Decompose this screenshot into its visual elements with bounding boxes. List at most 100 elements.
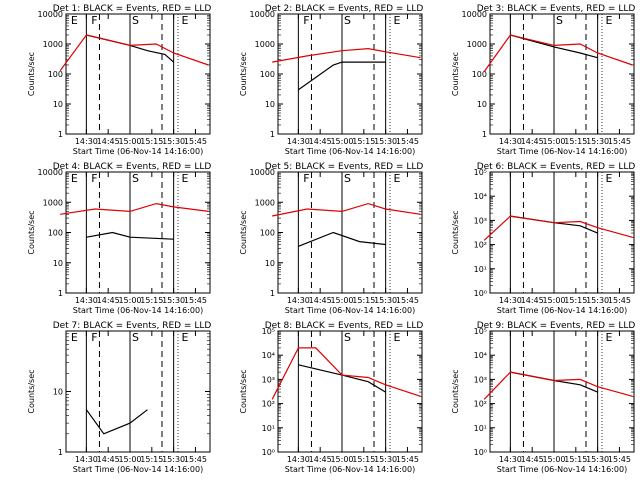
region-label: E	[181, 14, 188, 27]
region-label: E	[393, 331, 400, 344]
y-tick-label: 1	[482, 130, 487, 139]
y-tick-label: 100	[472, 70, 487, 79]
x-tick-label: 15:45	[608, 137, 631, 146]
x-tick-label: 14:45	[97, 455, 120, 464]
series-line-black	[510, 34, 598, 59]
x-tick-label: 14:30	[75, 296, 98, 305]
y-tick-label: 10	[265, 259, 275, 268]
x-tick-label: 15:15	[140, 296, 163, 305]
chart-title: Det 4: BLACK = Events, RED = LLD	[53, 162, 212, 172]
x-tick-label: 15:30	[374, 137, 397, 146]
y-tick-label: 10²	[474, 400, 487, 409]
x-tick-label: 15:45	[396, 137, 419, 146]
series-line-red	[483, 371, 633, 400]
x-tick-label: 15:30	[162, 296, 185, 305]
x-tick-label: 15:15	[352, 137, 375, 146]
chart-panel-2: Det 2: BLACK = Events, RED = LLD 1 10 100 10…	[239, 4, 423, 156]
y-tick-label: 10⁴	[474, 192, 487, 201]
y-tick-label: 1000	[43, 40, 63, 49]
series-line-black	[298, 61, 386, 91]
x-tick-label: 15:00	[330, 455, 353, 464]
y-tick-label: 1	[58, 289, 63, 298]
x-tick-label: 15:30	[374, 455, 397, 464]
y-tick-label: 100	[260, 229, 275, 238]
x-tick-label: 14:30	[287, 455, 310, 464]
series-line-red	[483, 34, 633, 72]
x-tick-label: 15:30	[586, 296, 609, 305]
y-tick-label: 1	[58, 448, 63, 457]
region-label: E	[605, 331, 612, 344]
x-tick-label: 15:15	[564, 137, 587, 146]
region-label: E	[181, 172, 188, 185]
y-tick-label: 10000	[38, 10, 63, 19]
chart-panel-9: Det 9: BLACK = Events, RED = LLD 10⁰ 10¹ 10…	[451, 321, 635, 474]
x-tick-label: 15:00	[330, 137, 353, 146]
series-line-red	[60, 202, 209, 215]
chart-title: Det 2: BLACK = Events, RED = LLD	[265, 4, 424, 14]
chart-panel-6: Det 6: BLACK = Events, RED = LLD 10⁰ 10¹ 10…	[451, 162, 635, 315]
x-tick-label: 15:45	[396, 296, 419, 305]
region-label: S	[344, 172, 351, 185]
y-tick-label: 10⁰	[474, 448, 487, 457]
y-tick-label: 10³	[474, 216, 487, 225]
x-tick-label: 15:30	[586, 137, 609, 146]
region-label: S	[556, 14, 563, 27]
x-tick-label: 15:15	[564, 296, 587, 305]
y-tick-label: 1000	[255, 198, 275, 207]
x-tick-label: 15:00	[542, 137, 565, 146]
y-axis-label: Counts/sec	[451, 369, 460, 413]
x-tick-label: 14:30	[287, 296, 310, 305]
x-tick-label: 15:45	[184, 296, 207, 305]
x-tick-label: 15:00	[118, 296, 141, 305]
region-label: E	[393, 14, 400, 27]
x-tick-label: 15:45	[608, 455, 631, 464]
plot-frame	[277, 330, 423, 453]
region-label: S	[132, 172, 139, 185]
series-line-red	[483, 215, 633, 241]
chart-panel-5: Det 5: BLACK = Events, RED = LLD 1 10 100 10…	[239, 162, 423, 315]
x-tick-label: 14:45	[521, 455, 544, 464]
y-tick-label: 10⁰	[474, 289, 487, 298]
region-label: S	[344, 331, 351, 344]
x-tick-label: 14:45	[97, 137, 120, 146]
x-tick-label: 15:00	[118, 455, 141, 464]
x-tick-label: 14:45	[521, 296, 544, 305]
x-axis-label: Start Time (06-Nov-14 14:16:00)	[285, 465, 415, 474]
plot-frame	[489, 171, 635, 294]
y-tick-label: 10³	[474, 375, 487, 384]
y-tick-label: 10³	[262, 375, 275, 384]
y-axis-label: Counts/sec	[27, 52, 36, 96]
y-tick-label: 100	[48, 70, 63, 79]
x-tick-label: 15:00	[542, 296, 565, 305]
y-tick-label: 10000	[250, 168, 275, 177]
chart-title: Det 5: BLACK = Events, RED = LLD	[265, 162, 424, 172]
chart-panel-4: Det 4: BLACK = Events, RED = LLD 1 10 100 10…	[27, 162, 211, 315]
y-tick-label: 10¹	[474, 265, 487, 274]
y-tick-label: 10	[53, 259, 63, 268]
chart-title: Det 1: BLACK = Events, RED = LLD	[53, 4, 212, 14]
x-tick-label: 15:45	[396, 455, 419, 464]
y-tick-label: 1000	[467, 40, 487, 49]
x-tick-label: 15:00	[118, 137, 141, 146]
chart-panel-3: Det 3: BLACK = Events, RED = LLD 1 10 100 10…	[451, 4, 635, 156]
x-tick-label: 15:15	[140, 455, 163, 464]
y-tick-label: 10⁴	[262, 351, 275, 360]
region-label: S	[344, 14, 351, 27]
x-axis-label: Start Time (06-Nov-14 14:16:00)	[497, 465, 627, 474]
region-label: F	[303, 14, 309, 27]
region-label: F	[303, 172, 309, 185]
x-tick-label: 15:15	[140, 137, 163, 146]
series-line-red	[272, 47, 421, 63]
plot-frame	[277, 13, 423, 135]
y-tick-label: 10000	[462, 10, 487, 19]
region-label: F	[91, 172, 97, 185]
x-axis-label: Start Time (06-Nov-14 14:16:00)	[497, 306, 627, 315]
series-line-red	[271, 347, 421, 400]
series-line-black	[298, 364, 386, 393]
chart-title: Det 3: BLACK = Events, RED = LLD	[477, 4, 636, 14]
x-axis-label: Start Time (06-Nov-14 14:16:00)	[497, 147, 627, 156]
y-tick-label: 1	[270, 289, 275, 298]
chart-title: Det 9: BLACK = Events, RED = LLD	[477, 321, 636, 331]
y-tick-label: 10	[53, 388, 63, 397]
